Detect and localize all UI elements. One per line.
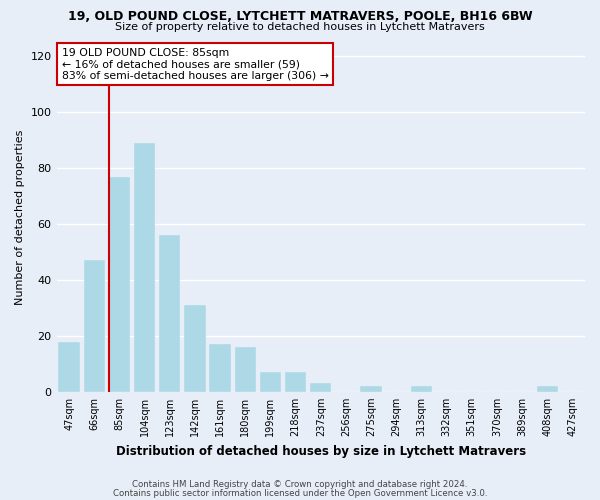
Bar	[184, 305, 206, 392]
Bar	[58, 342, 80, 392]
Text: 19 OLD POUND CLOSE: 85sqm
← 16% of detached houses are smaller (59)
83% of semi-: 19 OLD POUND CLOSE: 85sqm ← 16% of detac…	[62, 48, 329, 81]
Bar	[109, 176, 130, 392]
Text: 19, OLD POUND CLOSE, LYTCHETT MATRAVERS, POOLE, BH16 6BW: 19, OLD POUND CLOSE, LYTCHETT MATRAVERS,…	[68, 10, 532, 23]
Text: Contains public sector information licensed under the Open Government Licence v3: Contains public sector information licen…	[113, 488, 487, 498]
Bar	[83, 260, 105, 392]
Bar	[411, 386, 432, 392]
Text: Size of property relative to detached houses in Lytchett Matravers: Size of property relative to detached ho…	[115, 22, 485, 32]
X-axis label: Distribution of detached houses by size in Lytchett Matravers: Distribution of detached houses by size …	[116, 444, 526, 458]
Bar	[536, 386, 558, 392]
Bar	[310, 384, 331, 392]
Bar	[209, 344, 231, 392]
Bar	[260, 372, 281, 392]
Bar	[285, 372, 307, 392]
Bar	[159, 236, 181, 392]
Bar	[134, 143, 155, 392]
Bar	[361, 386, 382, 392]
Y-axis label: Number of detached properties: Number of detached properties	[15, 130, 25, 305]
Text: Contains HM Land Registry data © Crown copyright and database right 2024.: Contains HM Land Registry data © Crown c…	[132, 480, 468, 489]
Bar	[235, 347, 256, 392]
